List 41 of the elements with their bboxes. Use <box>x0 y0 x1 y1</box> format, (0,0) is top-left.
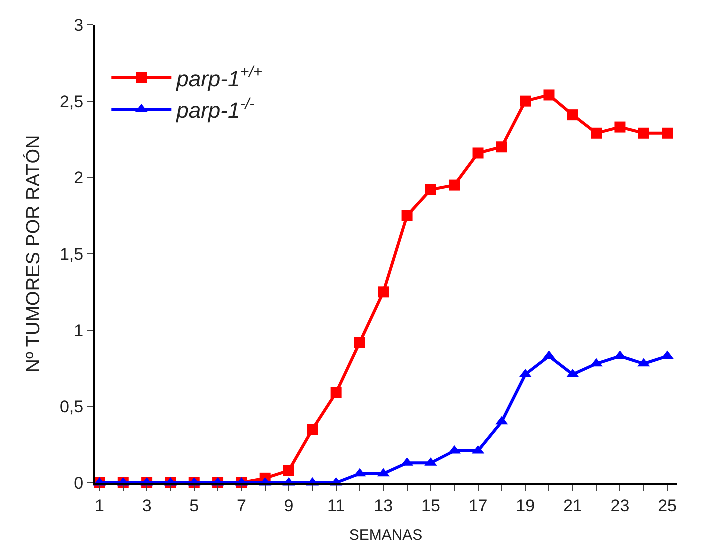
x-tick-label: 3 <box>142 496 152 516</box>
y-axis-title: Nº TUMORES POR RATÓN <box>22 135 44 373</box>
point <box>354 337 366 348</box>
point <box>307 424 318 436</box>
point <box>662 128 674 139</box>
point <box>449 180 460 191</box>
x-tick-label: 5 <box>190 496 200 516</box>
point <box>591 128 602 139</box>
x-tick-label: 19 <box>516 496 536 516</box>
y-tick-label: 1 <box>74 321 84 340</box>
y-tick-label: 3 <box>74 16 84 35</box>
point <box>378 286 390 298</box>
x-tick-label: 17 <box>468 496 488 516</box>
x-axis-title: SEMANAS <box>349 526 423 544</box>
point <box>496 142 508 153</box>
legend-label: parp-1$^{-/-}$ <box>176 96 255 124</box>
point <box>567 110 578 121</box>
point <box>544 90 555 101</box>
point <box>284 465 294 476</box>
y-tick-label: 0,5 <box>60 398 84 417</box>
y-tick-label: 1,5 <box>60 244 84 264</box>
y-tick-label: 0 <box>74 474 84 493</box>
x-tick-label: 15 <box>421 496 440 516</box>
x-tick-label: 7 <box>236 496 246 516</box>
x-tick-label: 21 <box>563 496 582 516</box>
y-tick-label: 2 <box>74 168 84 188</box>
x-tick-label: 13 <box>374 496 394 516</box>
point <box>638 128 650 139</box>
point <box>425 184 436 196</box>
point <box>614 122 626 133</box>
x-tick-label: 1 <box>94 496 104 516</box>
x-tick-label: 9 <box>284 496 294 516</box>
legend-label: parp-1$^{+/+}$ <box>176 64 262 92</box>
x-tick-label: 25 <box>658 496 677 516</box>
x-tick-label: 23 <box>610 496 630 516</box>
point <box>472 148 484 159</box>
point <box>330 387 342 398</box>
y-tick-label: 2,5 <box>60 92 84 112</box>
x-tick-label: 11 <box>327 496 346 516</box>
point <box>402 210 413 222</box>
point <box>520 96 532 107</box>
